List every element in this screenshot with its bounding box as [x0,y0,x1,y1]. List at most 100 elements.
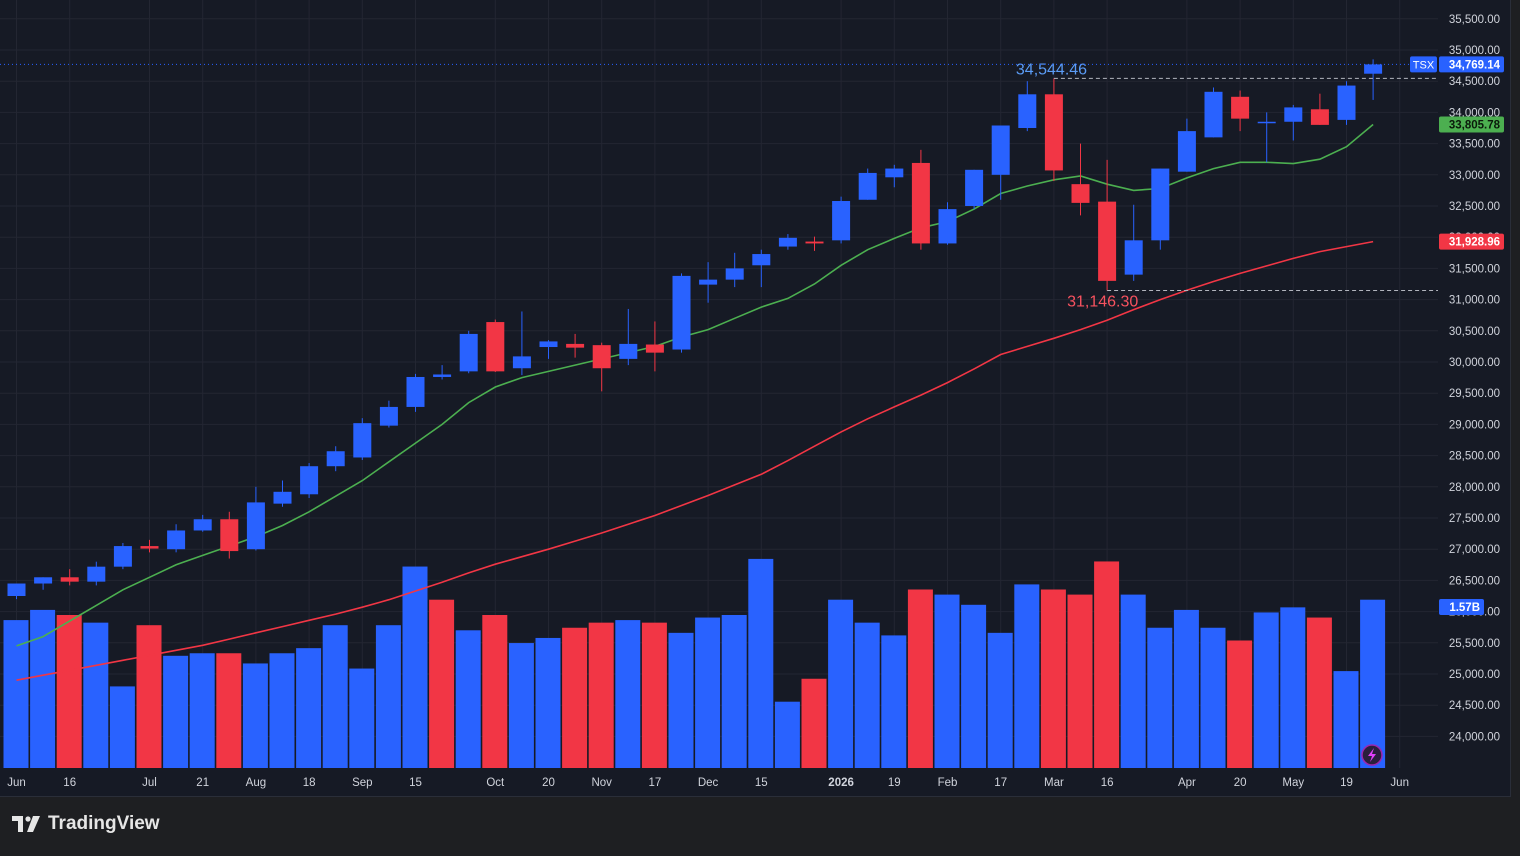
y-tick-label: 24,000.00 [1449,731,1500,743]
volume-bar [588,622,614,768]
candle [911,149,930,250]
y-tick-label: 35,000.00 [1449,45,1500,57]
volume-bar [721,615,747,768]
ma-slow-badge-bg [1439,233,1504,250]
candle [885,164,904,188]
x-tick-label: 17 [994,777,1007,789]
ma-fast-badge-bg [1439,116,1504,133]
candle [512,311,531,376]
lightning-icon-bolt [1368,748,1376,762]
y-tick-label: 31,000.00 [1449,295,1500,307]
candle [433,365,452,380]
candle-body [1231,96,1250,119]
candle [60,569,79,586]
candle [991,125,1010,200]
y-tick-label: 29,500.00 [1449,388,1500,400]
candle-body [7,583,26,596]
volume-bar [296,648,322,768]
candle-body [1044,94,1063,171]
volume-bar [774,701,800,768]
candle [539,340,558,359]
candle-body [1364,64,1383,74]
candle-body [1337,85,1356,120]
symbol-tag: TSX [1413,59,1435,71]
candle-body [300,466,319,495]
candle [7,583,26,600]
volume-bar [3,620,29,768]
candle-body [672,275,691,350]
x-tick-label: 20 [1234,777,1247,789]
candle [1177,118,1196,172]
volume-bar [562,627,588,768]
volume-bar [349,668,375,768]
ma-fast-badge: 33,805.78 [1449,120,1501,132]
x-tick-label: 19 [1340,777,1353,789]
volume-badge-bg [1439,599,1484,615]
candle-body [406,376,425,407]
y-tick-label: 34,500.00 [1449,76,1500,88]
candle-body [1257,121,1276,124]
chart-panel[interactable]: 34,544.46 31,146.30 24,000.00 24,500.00 25,… [0,0,1511,797]
price-badges: TSX 34,769.14 33,805.78 31,928.96 1.57B [1361,56,1504,766]
candle [752,249,771,288]
volume-bar [455,630,481,768]
candle-body [512,356,531,369]
candle [379,400,398,428]
volume-bar [508,643,534,768]
candle [300,463,319,499]
candle-body [1284,107,1303,122]
candle-body [991,125,1010,175]
candle [699,262,718,303]
candle-body [911,162,930,244]
volume-bar [535,637,561,768]
candle-body [1151,168,1170,241]
candle-body [619,343,638,359]
candle-body [1018,94,1037,128]
x-tick-label: Jun [7,777,26,789]
candle [1337,81,1356,125]
candle [1284,104,1303,141]
candle-body [1098,201,1117,281]
candle-body [459,333,478,372]
y-tick-label: 29,000.00 [1449,419,1500,431]
candle [645,321,664,372]
moving-average-fast-line [16,123,1374,647]
y-tick-label: 25,000.00 [1449,669,1500,681]
candle-body [699,279,718,285]
candle [220,511,239,559]
y-tick-label: 33,500.00 [1449,139,1500,151]
time-axis[interactable]: Jun 16 Jul 21 Aug 18 Sep 15 Oct 20 Nov 17 Dec 15 2026 1… [7,777,1409,789]
candle-body [193,519,212,531]
volume-bar [136,625,162,768]
volume-bar [216,653,242,768]
price-axis[interactable]: 24,000.0024,500.0025,000.0025,500.0026,0… [1449,14,1500,744]
candle-body [273,491,292,504]
volume-bar [1147,627,1173,768]
brand[interactable]: TradingView [12,813,160,835]
volume-bar [482,615,508,768]
volume-bar [163,655,189,768]
price-chart[interactable]: 34,544.46 31,146.30 24,000.00 24,500.00 25,… [0,0,1510,796]
candle [1257,112,1276,163]
candle-body [34,577,53,584]
candle [566,333,585,358]
candle-body [433,374,452,377]
candle [778,234,797,250]
candle [1044,78,1063,182]
volume-bar [668,632,694,768]
y-tick-label: 27,000.00 [1449,544,1500,556]
footer: TradingView [0,797,1520,856]
candle-body [592,345,611,369]
volume-bar [828,599,854,768]
volume-bar [1120,594,1146,768]
candle-body [1204,91,1223,138]
x-tick-label: 19 [888,777,901,789]
candle-body [379,406,398,426]
volume-bar [1253,612,1279,768]
candle-body [246,502,265,550]
candle-body [140,546,159,549]
x-tick-label: 15 [409,777,422,789]
candle [1071,143,1090,216]
volume-bar [907,589,933,768]
volume-bar [30,609,56,768]
